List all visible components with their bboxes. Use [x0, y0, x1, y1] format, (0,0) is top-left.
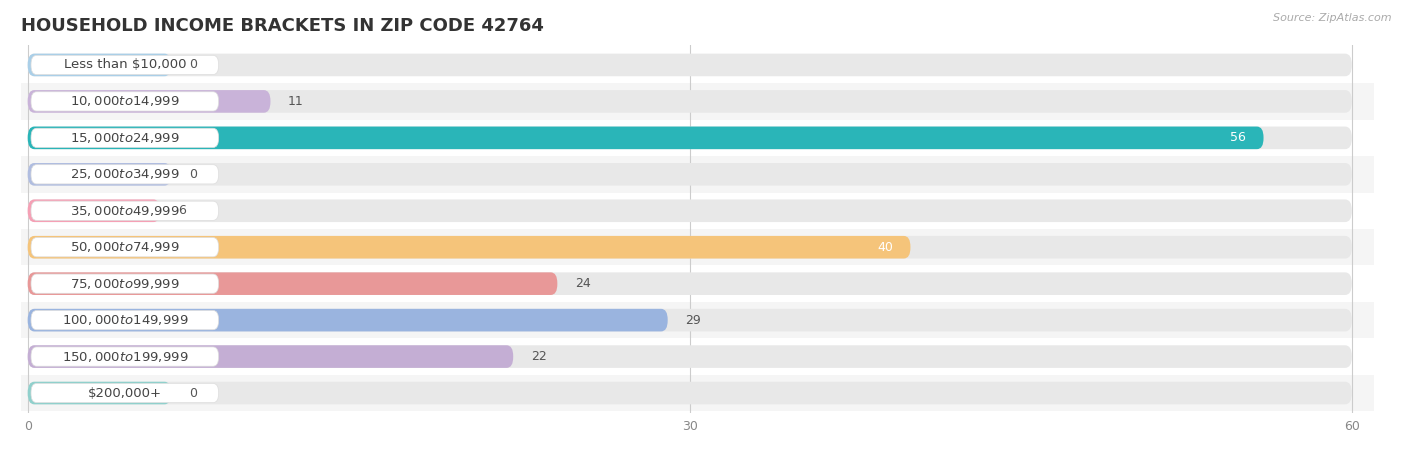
FancyBboxPatch shape — [6, 83, 1374, 119]
FancyBboxPatch shape — [28, 236, 911, 259]
Text: 56: 56 — [1230, 132, 1246, 145]
FancyBboxPatch shape — [28, 127, 1351, 149]
FancyBboxPatch shape — [28, 199, 160, 222]
FancyBboxPatch shape — [31, 383, 218, 403]
FancyBboxPatch shape — [31, 311, 218, 330]
Text: $15,000 to $24,999: $15,000 to $24,999 — [70, 131, 180, 145]
FancyBboxPatch shape — [31, 238, 218, 257]
Text: 22: 22 — [531, 350, 547, 363]
FancyBboxPatch shape — [28, 53, 1351, 76]
FancyBboxPatch shape — [28, 236, 1351, 259]
Text: 11: 11 — [288, 95, 304, 108]
FancyBboxPatch shape — [28, 163, 172, 185]
FancyBboxPatch shape — [28, 199, 1351, 222]
FancyBboxPatch shape — [6, 265, 1374, 302]
Text: $10,000 to $14,999: $10,000 to $14,999 — [70, 94, 180, 108]
FancyBboxPatch shape — [31, 55, 218, 75]
FancyBboxPatch shape — [6, 156, 1374, 193]
FancyBboxPatch shape — [28, 90, 1351, 113]
FancyBboxPatch shape — [6, 119, 1374, 156]
FancyBboxPatch shape — [31, 274, 218, 293]
FancyBboxPatch shape — [6, 47, 1374, 83]
Text: 6: 6 — [177, 204, 186, 217]
FancyBboxPatch shape — [28, 273, 1351, 295]
FancyBboxPatch shape — [28, 273, 557, 295]
FancyBboxPatch shape — [6, 375, 1374, 411]
Text: HOUSEHOLD INCOME BRACKETS IN ZIP CODE 42764: HOUSEHOLD INCOME BRACKETS IN ZIP CODE 42… — [21, 17, 544, 35]
FancyBboxPatch shape — [6, 193, 1374, 229]
Text: 0: 0 — [188, 387, 197, 400]
FancyBboxPatch shape — [31, 128, 218, 147]
Text: Less than $10,000: Less than $10,000 — [63, 58, 186, 71]
FancyBboxPatch shape — [6, 229, 1374, 265]
Text: 29: 29 — [685, 313, 702, 326]
FancyBboxPatch shape — [28, 345, 513, 368]
FancyBboxPatch shape — [31, 92, 218, 111]
Text: $35,000 to $49,999: $35,000 to $49,999 — [70, 204, 180, 218]
FancyBboxPatch shape — [28, 382, 1351, 405]
FancyBboxPatch shape — [28, 309, 668, 331]
FancyBboxPatch shape — [28, 127, 1264, 149]
Text: $100,000 to $149,999: $100,000 to $149,999 — [62, 313, 188, 327]
FancyBboxPatch shape — [31, 347, 218, 366]
Text: $200,000+: $200,000+ — [87, 387, 162, 400]
Text: $25,000 to $34,999: $25,000 to $34,999 — [70, 167, 180, 181]
FancyBboxPatch shape — [31, 201, 218, 220]
Text: $75,000 to $99,999: $75,000 to $99,999 — [70, 277, 180, 291]
Text: $50,000 to $74,999: $50,000 to $74,999 — [70, 240, 180, 254]
FancyBboxPatch shape — [28, 309, 1351, 331]
FancyBboxPatch shape — [28, 163, 1351, 185]
FancyBboxPatch shape — [28, 53, 172, 76]
FancyBboxPatch shape — [6, 302, 1374, 339]
Text: 0: 0 — [188, 58, 197, 71]
Text: 40: 40 — [877, 241, 893, 254]
FancyBboxPatch shape — [28, 90, 270, 113]
FancyBboxPatch shape — [31, 165, 218, 184]
Text: Source: ZipAtlas.com: Source: ZipAtlas.com — [1274, 13, 1392, 23]
Text: 24: 24 — [575, 277, 591, 290]
FancyBboxPatch shape — [6, 339, 1374, 375]
FancyBboxPatch shape — [28, 345, 1351, 368]
Text: 0: 0 — [188, 168, 197, 181]
FancyBboxPatch shape — [28, 382, 172, 405]
Text: $150,000 to $199,999: $150,000 to $199,999 — [62, 350, 188, 364]
